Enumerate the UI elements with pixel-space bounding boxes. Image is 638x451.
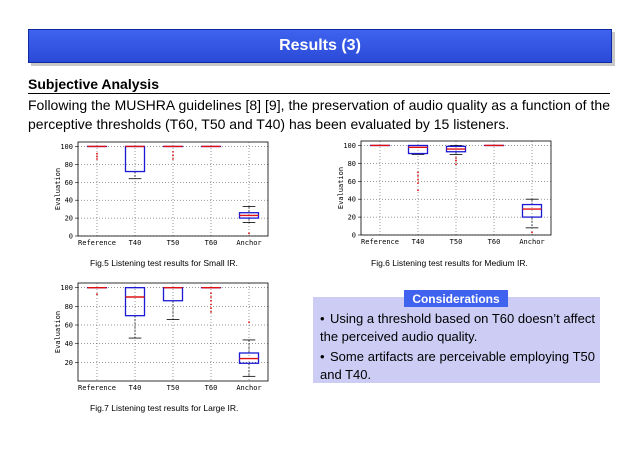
y-tick-label: 60 (65, 322, 73, 330)
chart-large-ir: 20 40 60 80 100 Reference T40 T50 T60 Anchor Evalu… (52, 279, 272, 397)
y-tick-label: 40 (348, 196, 356, 204)
y-tick-label: 20 (65, 215, 73, 223)
outlier-point (172, 158, 174, 160)
x-tick-label: Anchor (236, 384, 261, 392)
y-axis-label: Evaluation (337, 167, 345, 209)
outlier-point (96, 158, 98, 160)
outlier-point (210, 299, 212, 302)
bullet-text: Some artifacts are perceivable employing… (320, 349, 595, 382)
outlier-point (210, 292, 212, 295)
y-tick-label: 40 (65, 197, 73, 205)
outlier-point (455, 157, 457, 159)
chart-medium-ir: 0 20 40 60 80 100 Reference T40 T50 T60 Anchor Eval… (335, 137, 555, 252)
x-tick-label: T40 (129, 239, 142, 247)
x-tick-label: T60 (205, 384, 218, 392)
box (521, 203, 543, 218)
outlier-point (210, 296, 212, 298)
bullet-text: Using a threshold based on T60 doesn’t a… (320, 311, 595, 344)
box (124, 287, 146, 317)
considerations-panel (313, 297, 600, 383)
y-tick-label: 20 (65, 359, 73, 367)
x-tick-label: T50 (167, 384, 180, 392)
plot-frame (360, 140, 552, 236)
x-tick-label: Reference (78, 239, 116, 247)
outlier-point (455, 163, 457, 166)
y-tick-label: 100 (60, 284, 73, 292)
x-tick-label: T60 (488, 238, 501, 246)
x-tick-label: T60 (205, 239, 218, 247)
outlier-point (210, 311, 212, 313)
x-tick-label: Reference (78, 384, 116, 392)
section-paragraph: Following the MUSHRA guidelines [8] [9],… (28, 97, 610, 132)
y-tick-label: 100 (60, 143, 73, 151)
caption-fig5: Fig.5 Listening test results for Small I… (90, 258, 238, 268)
outlier-point (96, 155, 98, 158)
outlier-point (417, 175, 419, 177)
considerations-bullet: • Using a threshold based on T60 doesn’t … (320, 311, 595, 344)
caption-fig6: Fig.6 Listening test results for Medium … (371, 258, 528, 268)
chart-small-ir-svg: 0 20 40 60 80 100 Reference T40 T50 T60 Anchor Eval… (54, 141, 269, 247)
y-tick-label: 40 (65, 340, 73, 348)
y-tick-label: 100 (343, 142, 356, 150)
x-tick-label: T40 (129, 384, 142, 392)
x-tick-label: T50 (450, 238, 463, 246)
y-tick-label: 0 (69, 233, 73, 241)
outlier-point (96, 293, 98, 296)
section-divider (28, 93, 610, 94)
outlier-point (455, 159, 457, 162)
considerations-title: Considerations (404, 290, 508, 307)
outlier-point (417, 178, 419, 181)
y-tick-label: 60 (348, 178, 356, 186)
x-tick-label: T40 (412, 238, 425, 246)
outlier-point (417, 189, 419, 192)
outlier-point (210, 307, 212, 310)
y-tick-label: 0 (352, 232, 356, 240)
x-tick-label: Anchor (519, 238, 544, 246)
outlier-point (248, 321, 250, 324)
outlier-point (417, 171, 419, 174)
outlier-point (96, 152, 98, 155)
box (407, 144, 429, 155)
chart-medium-ir-svg: 0 20 40 60 80 100 Reference T40 T50 T60 Anchor Eval… (337, 140, 552, 246)
y-tick-label: 80 (65, 303, 73, 311)
section-heading: Subjective Analysis (28, 76, 159, 92)
chart-large-ir-svg: 20 40 60 80 100 Reference T40 T50 T60 Anchor Evalu… (54, 282, 269, 392)
box (124, 145, 146, 173)
outlier-point (172, 150, 174, 153)
outlier-point (531, 231, 533, 234)
y-axis-label: Evaluation (54, 168, 62, 210)
y-tick-label: 20 (348, 214, 356, 222)
y-axis-label: Evaluation (54, 311, 62, 353)
outlier-point (172, 154, 174, 157)
title-bar: Results (3) (28, 29, 612, 63)
caption-fig7: Fig.7 Listening test results for Large I… (90, 403, 239, 413)
outlier-point (248, 232, 250, 235)
chart-small-ir: 0 20 40 60 80 100 Reference T40 T50 T60 Anchor Eval… (52, 138, 272, 253)
y-tick-label: 80 (65, 161, 73, 169)
y-tick-label: 60 (65, 179, 73, 187)
outlier-point (210, 303, 212, 306)
considerations-bullet: • Some artifacts are perceivable employin… (320, 349, 595, 382)
x-tick-label: Reference (361, 238, 399, 246)
outlier-point (417, 182, 419, 184)
y-tick-label: 80 (348, 160, 356, 168)
x-tick-label: T50 (167, 239, 180, 247)
x-tick-label: Anchor (236, 239, 261, 247)
page-title: Results (3) (279, 37, 361, 54)
